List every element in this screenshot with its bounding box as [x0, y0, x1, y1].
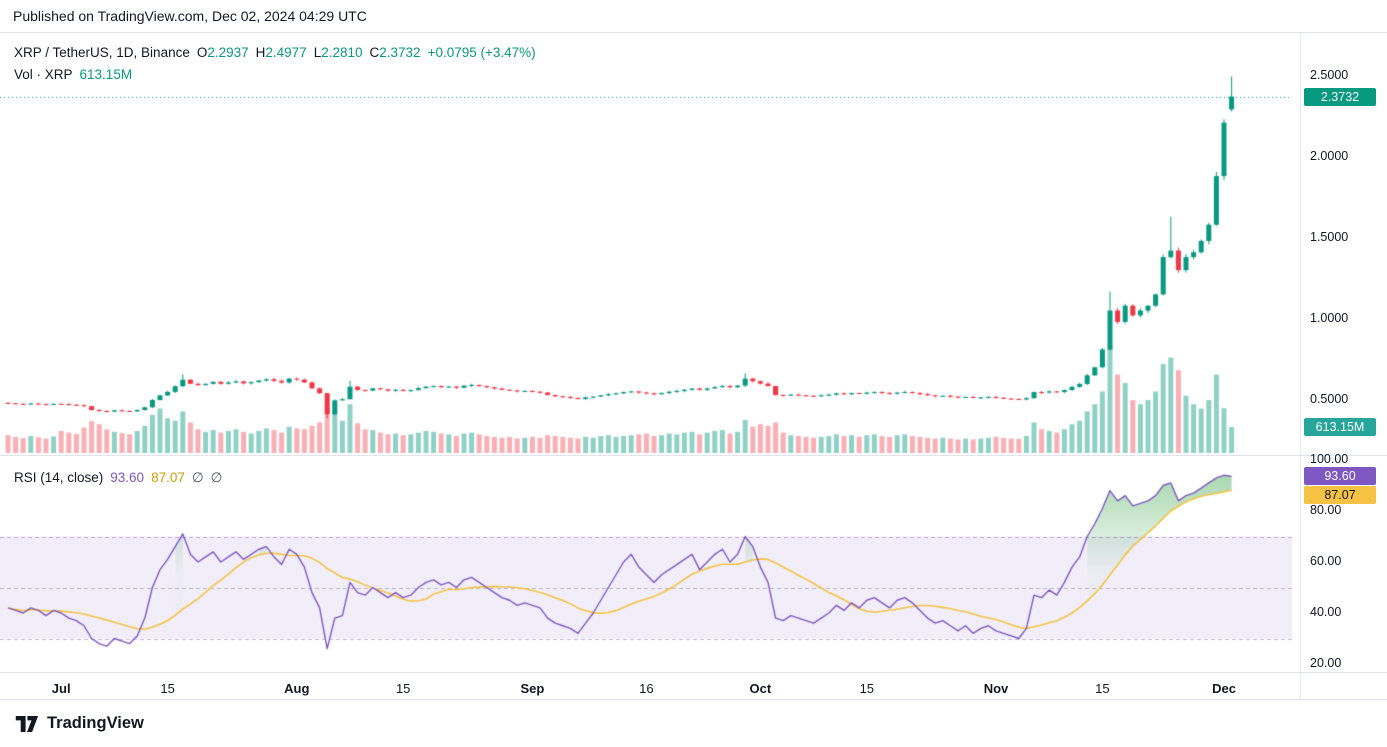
rsi-title[interactable]: RSI (14, close) [14, 470, 104, 485]
tradingview-logo-icon [14, 713, 39, 735]
rsi-ma-value-badge: 87.07 [1304, 486, 1376, 505]
time-axis-divider [0, 672, 1387, 673]
volume-value: 613.15M [79, 67, 133, 82]
publish-header: Published on TradingView.com, Dec 02, 20… [0, 0, 1387, 33]
time-axis-label: Dec [1212, 681, 1236, 696]
volume-label: Vol · XRP [14, 67, 73, 82]
chart-area[interactable]: XRP / TetherUS, 1D, Binance O 2.2937 H 2.4… [0, 33, 1387, 700]
time-axis-label: Sep [520, 681, 545, 696]
rsi-axis-label: 20.00 [1310, 656, 1342, 670]
time-axis-label: Jul [51, 681, 71, 696]
price-axis-label: 1.5000 [1310, 230, 1349, 244]
rsi-axis-label: 80.00 [1310, 503, 1342, 517]
price-volume-pane[interactable] [0, 35, 1292, 455]
time-axis-label: 15 [160, 681, 175, 696]
price-axis-label: 2.0000 [1310, 149, 1349, 163]
ohlc-low: L 2.2810 [313, 45, 363, 60]
rsi-lower-band-flag: ∅ [210, 470, 223, 485]
symbol-legend: XRP / TetherUS, 1D, Binance O 2.2937 H 2.4… [14, 45, 536, 60]
brand-name: TradingView [47, 714, 144, 732]
rsi-ma-value: 87.07 [151, 470, 185, 485]
rsi-value: 93.60 [110, 470, 145, 485]
time-axis[interactable]: Jul 15 Aug 15 Sep 16 Oct 15 Nov 15 Dec [0, 673, 1292, 699]
rsi-axis-label: 60.00 [1310, 554, 1342, 568]
rsi-legend: RSI (14, close) 93.60 87.07 ∅ ∅ [14, 470, 222, 486]
time-axis-label: 15 [395, 681, 411, 696]
rsi-axis-label: 100.00 [1310, 452, 1349, 466]
tradingview-logo-link[interactable]: TradingView [14, 713, 144, 735]
rsi-value-badge: 93.60 [1304, 467, 1376, 486]
footer: TradingView [0, 700, 1387, 747]
ohlc-open: O 2.2937 [196, 45, 249, 60]
ohlc-close: C 2.3732 [369, 45, 421, 60]
published-line: Published on TradingView.com, Dec 02, 20… [13, 8, 367, 24]
price-axis-label: 1.0000 [1310, 311, 1349, 325]
volume-badge: 613.15M [1304, 418, 1376, 436]
symbol-title[interactable]: XRP / TetherUS, 1D, Binance [14, 45, 190, 60]
time-axis-label: 16 [639, 681, 654, 696]
rsi-axis-label: 40.00 [1310, 605, 1342, 619]
price-axis-label: 0.5000 [1310, 392, 1349, 406]
time-axis-label: 15 [1095, 681, 1110, 696]
time-axis-label: 15 [859, 681, 875, 696]
ohlc-high: H 2.4977 [255, 45, 307, 60]
time-axis-label: Oct [749, 681, 772, 696]
pane-divider [0, 455, 1387, 456]
change-value: +0.0795 (+3.47%) [427, 45, 536, 60]
price-axis[interactable]: 2.3732 613.15M 93.60 87.07 2.5000 2.0000 1… [1300, 33, 1387, 699]
rsi-upper-band-flag: ∅ [191, 470, 204, 485]
last-price-badge: 2.3732 [1304, 87, 1376, 106]
time-axis-label: Nov [983, 681, 1009, 696]
rsi-pane[interactable] [0, 456, 1292, 672]
volume-legend: Vol · XRP 613.15M [14, 67, 132, 82]
time-axis-label: Aug [284, 681, 310, 696]
price-axis-label: 2.5000 [1310, 68, 1349, 82]
